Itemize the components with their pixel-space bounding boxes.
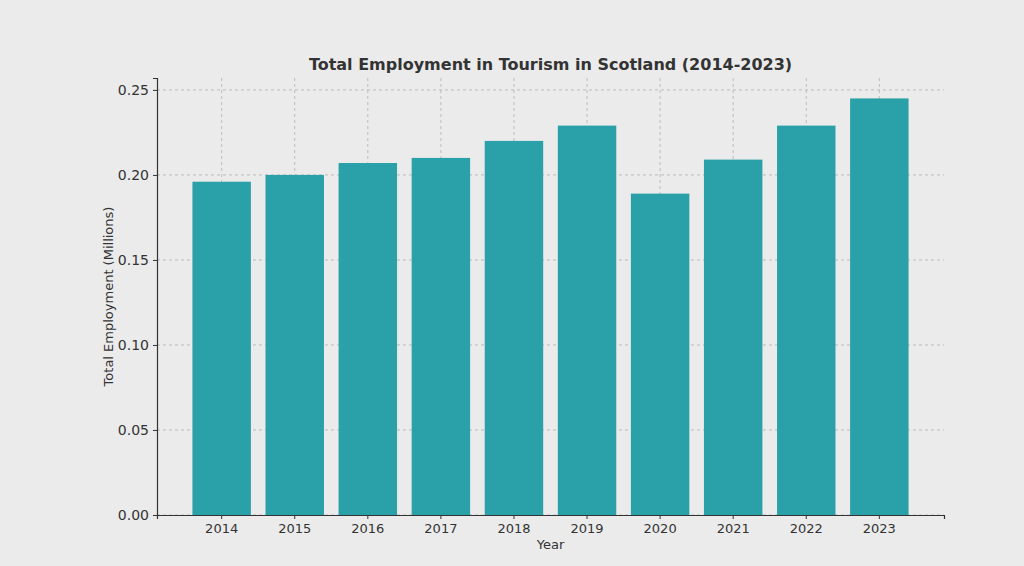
tick-label: 0.05 (118, 422, 149, 438)
tick-label: 2019 (570, 521, 603, 536)
tick: 2018 (497, 515, 530, 536)
background (0, 0, 1024, 566)
tick: 2019 (570, 515, 603, 536)
tick-mark (660, 515, 661, 519)
tick-label: 0.10 (118, 337, 149, 353)
tick-label: 2014 (205, 521, 238, 536)
tick-mark (879, 515, 880, 519)
y-axis: 0.00 0.05 0.10 0.15 0.20 0.25 (118, 79, 158, 523)
bar (339, 163, 397, 515)
tick-mark (153, 175, 157, 176)
tick-label: 2020 (644, 521, 677, 536)
tick-label: 2015 (278, 521, 311, 536)
tick: 0.20 (118, 167, 157, 183)
tick: 0.25 (118, 82, 157, 98)
x-axis: 2014 2015 2016 2017 2018 2019 2020 2021 2022 2023 (158, 515, 945, 536)
tick-mark (294, 515, 295, 519)
y-axis-title: Total Employment (Millions) (101, 207, 116, 388)
axis-line (158, 516, 945, 520)
tick: 2023 (863, 515, 896, 536)
tick: 2022 (790, 515, 823, 536)
tick-mark (440, 515, 441, 519)
bar (412, 158, 470, 515)
title: Total Employment in Tourism in Scotland … (309, 55, 792, 74)
tick: 0.10 (118, 337, 157, 353)
tick-label: 2017 (424, 521, 457, 536)
grid (157, 78, 944, 515)
tick-mark (221, 515, 222, 519)
tick: 2015 (278, 515, 311, 536)
tick-label: 2021 (717, 521, 750, 536)
tick: 2020 (644, 515, 677, 536)
tick-mark (153, 515, 157, 516)
tick-label: 2022 (790, 521, 823, 536)
tick: 0.05 (118, 422, 157, 438)
tick-label: 0.25 (118, 82, 149, 98)
tick-mark (513, 515, 514, 519)
tick: 2016 (351, 515, 384, 536)
bars (192, 98, 908, 515)
tick-mark (153, 90, 157, 91)
tick-mark (806, 515, 807, 519)
tick-label: 2016 (351, 521, 384, 536)
bar (850, 98, 908, 515)
tick-label: 2023 (863, 521, 896, 536)
tick-label: 2018 (497, 521, 530, 536)
axis-line (153, 79, 158, 516)
tick: 0.15 (118, 252, 157, 268)
bar (631, 194, 689, 515)
tick-label: 0.00 (118, 507, 149, 523)
tick-mark (733, 515, 734, 519)
tick: 2017 (424, 515, 457, 536)
tick-mark (153, 260, 157, 261)
tick-label: 0.15 (118, 252, 149, 268)
tick-mark (587, 515, 588, 519)
tick: 0.00 (118, 507, 157, 523)
bar (777, 126, 835, 515)
x-axis-title: Year (536, 537, 565, 552)
tick-mark (367, 515, 368, 519)
bar (704, 160, 762, 515)
grid-line (157, 89, 944, 90)
bar (558, 126, 616, 515)
tick: 2014 (205, 515, 238, 536)
chart: 0.00 0.05 0.10 0.15 0.20 0.25 2014 2015 2016 2017… (0, 0, 1024, 566)
tick-mark (153, 430, 157, 431)
bar (266, 175, 324, 515)
tick-label: 0.20 (118, 167, 149, 183)
bar (485, 141, 543, 515)
tick-mark (153, 345, 157, 346)
bar (192, 182, 250, 515)
tick: 2021 (717, 515, 750, 536)
